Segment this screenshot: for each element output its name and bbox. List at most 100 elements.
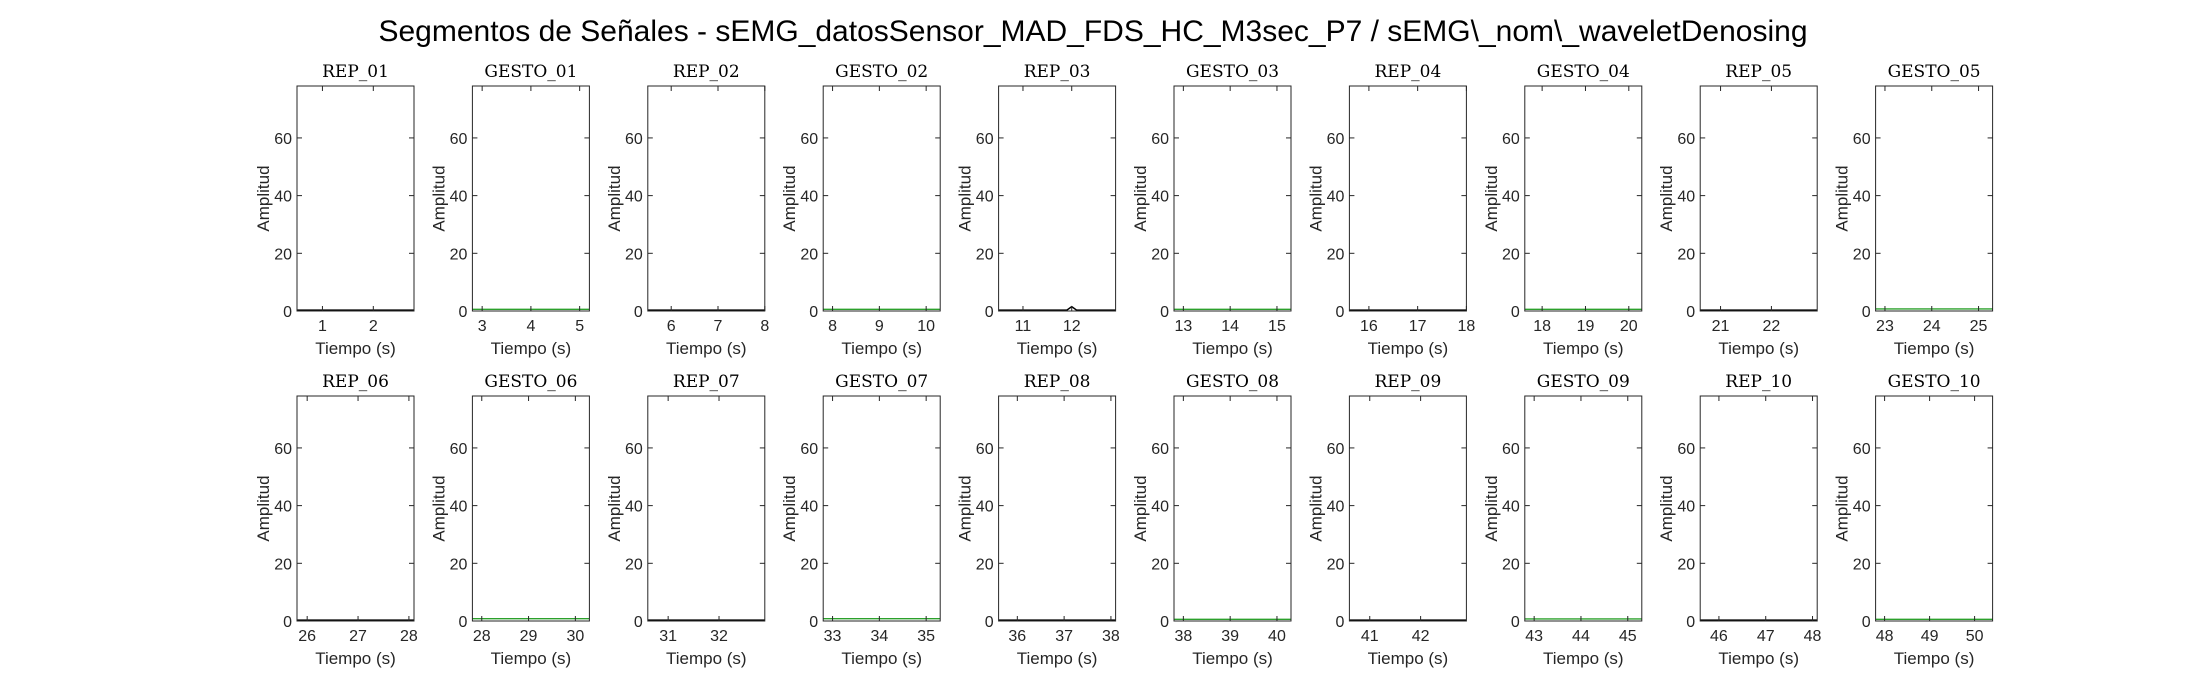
x-tick-label: 26 — [298, 628, 316, 645]
subplot-title: REP_06 — [322, 372, 389, 392]
y-tick-label: 0 — [283, 304, 292, 321]
y-tick-label: 60 — [450, 131, 468, 148]
y-tick-label: 60 — [800, 131, 818, 148]
y-axis-label: Amplitud — [1482, 165, 1501, 231]
y-tick-label: 20 — [625, 246, 643, 263]
y-axis-label: Amplitud — [429, 165, 448, 231]
y-tick-label: 0 — [809, 304, 818, 321]
x-tick-label: 36 — [1008, 628, 1026, 645]
x-axis-label: Tiempo (s) — [1192, 649, 1273, 668]
y-axis-label: Amplitud — [1306, 475, 1325, 541]
axes-box — [471, 85, 590, 312]
y-tick-label: 0 — [985, 304, 994, 321]
axes-box — [1524, 395, 1643, 622]
y-tick-label: 40 — [1151, 499, 1169, 516]
x-tick-label: 24 — [1923, 318, 1941, 335]
y-tick-label: 60 — [1151, 131, 1169, 148]
y-tick-label: 60 — [976, 441, 994, 458]
subplot-title: GESTO_07 — [835, 372, 928, 392]
y-tick-label: 60 — [1502, 131, 1520, 148]
y-tick-label: 0 — [1686, 614, 1695, 631]
y-axis-label: Amplitud — [956, 165, 975, 231]
y-tick-label: 20 — [1502, 246, 1520, 263]
subplot-title: GESTO_01 — [484, 62, 577, 82]
y-axis-label: Amplitud — [429, 475, 448, 541]
x-tick-label: 20 — [1620, 318, 1638, 335]
axes-box — [822, 395, 941, 622]
y-tick-label: 20 — [625, 556, 643, 573]
subplot-rep-02: REP_02 0 20 40 60 6 7 8 Tiempo (s) Amplitud — [605, 62, 770, 358]
subplot-title: GESTO_09 — [1537, 372, 1630, 392]
x-tick-label: 1 — [318, 318, 327, 335]
subplot-rep-07: REP_07 0 20 40 60 31 32 Tiempo (s) Amplitud — [605, 372, 766, 668]
y-axis-label: Amplitud — [1833, 165, 1852, 231]
subplot-title: GESTO_08 — [1186, 372, 1279, 392]
subplot-title: GESTO_04 — [1537, 62, 1630, 82]
x-axis-label: Tiempo (s) — [841, 339, 922, 358]
y-tick-label: 20 — [1502, 556, 1520, 573]
subplot-title: REP_09 — [1375, 372, 1442, 392]
y-tick-label: 20 — [1327, 246, 1345, 263]
x-tick-label: 30 — [566, 628, 584, 645]
y-tick-label: 60 — [450, 441, 468, 458]
x-tick-label: 33 — [824, 628, 842, 645]
x-tick-label: 41 — [1361, 628, 1379, 645]
y-tick-label: 20 — [1151, 556, 1169, 573]
x-axis-label: Tiempo (s) — [1894, 649, 1975, 668]
subplot-gesto-09: GESTO_09 0 20 40 60 43 44 45 Tiempo (s) Amplitud — [1482, 372, 1643, 668]
x-axis-label: Tiempo (s) — [666, 339, 747, 358]
subplot-title: REP_08 — [1024, 372, 1091, 392]
subplot-gesto-05: GESTO_05 0 20 40 60 23 24 25 Tiempo (s) Amplitud — [1833, 62, 1994, 358]
x-tick-label: 16 — [1360, 318, 1378, 335]
y-tick-label: 0 — [1686, 304, 1695, 321]
y-tick-label: 20 — [450, 556, 468, 573]
x-tick-label: 48 — [1876, 628, 1894, 645]
y-tick-label: 60 — [1677, 131, 1695, 148]
y-tick-label: 40 — [800, 189, 818, 206]
x-axis-label: Tiempo (s) — [666, 649, 747, 668]
x-tick-label: 40 — [1268, 628, 1286, 645]
y-axis-label: Amplitud — [1657, 165, 1676, 231]
y-tick-label: 40 — [274, 499, 292, 516]
y-tick-label: 20 — [800, 246, 818, 263]
x-tick-label: 45 — [1619, 628, 1637, 645]
subplot-title: GESTO_02 — [835, 62, 928, 82]
y-tick-label: 20 — [1151, 246, 1169, 263]
x-tick-label: 5 — [575, 318, 584, 335]
y-tick-label: 40 — [625, 499, 643, 516]
y-tick-label: 40 — [1677, 499, 1695, 516]
x-tick-label: 8 — [828, 318, 837, 335]
subplot-gesto-07: GESTO_07 0 20 40 60 33 34 35 Tiempo (s) Amplitud — [780, 372, 941, 668]
y-tick-label: 40 — [625, 189, 643, 206]
x-tick-label: 29 — [520, 628, 538, 645]
axes-box — [296, 395, 415, 622]
y-tick-label: 0 — [985, 614, 994, 631]
x-axis-label: Tiempo (s) — [841, 649, 922, 668]
figure-title: Segmentos de Señales - sEMG_datosSensor_… — [378, 15, 1807, 48]
y-tick-label: 60 — [1327, 441, 1345, 458]
y-tick-label: 40 — [1502, 499, 1520, 516]
y-tick-label: 60 — [1327, 131, 1345, 148]
x-tick-label: 27 — [349, 628, 367, 645]
x-tick-label: 6 — [667, 318, 676, 335]
y-tick-label: 0 — [1862, 304, 1871, 321]
axes-box — [1348, 85, 1467, 312]
y-tick-label: 60 — [1853, 131, 1871, 148]
axes-box — [647, 395, 766, 622]
x-tick-label: 8 — [760, 318, 769, 335]
y-tick-label: 0 — [1160, 614, 1169, 631]
x-tick-label: 28 — [400, 628, 418, 645]
x-tick-label: 46 — [1710, 628, 1728, 645]
subplot-title: GESTO_06 — [484, 372, 577, 392]
x-tick-label: 42 — [1412, 628, 1430, 645]
axes-box — [1173, 85, 1292, 312]
y-tick-label: 0 — [458, 304, 467, 321]
y-tick-label: 20 — [274, 246, 292, 263]
subplot-title: GESTO_05 — [1888, 62, 1981, 82]
x-tick-label: 11 — [1015, 318, 1032, 335]
x-tick-label: 31 — [659, 628, 677, 645]
x-axis-label: Tiempo (s) — [1718, 339, 1799, 358]
x-tick-label: 4 — [526, 318, 535, 335]
